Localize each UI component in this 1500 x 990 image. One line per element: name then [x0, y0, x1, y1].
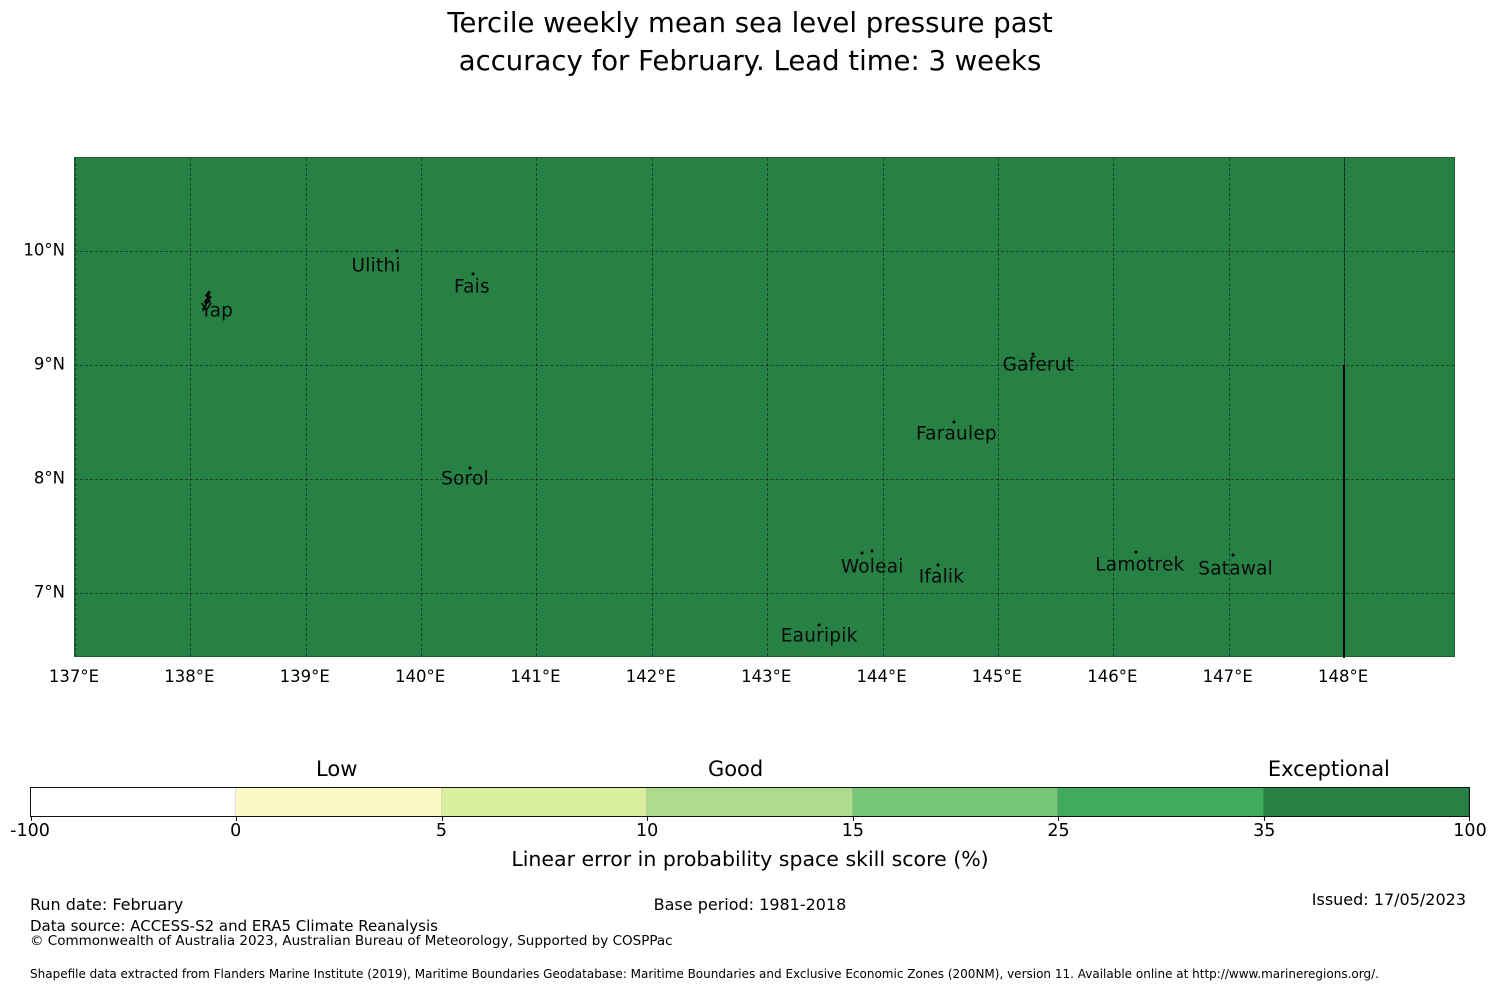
- gridline-latitude: [75, 593, 1454, 595]
- lon-tick-label: 144°E: [856, 667, 907, 686]
- colorbar-tick-mark: [647, 816, 649, 821]
- colorbar-tick-mark: [31, 816, 32, 821]
- footer-base-period: Base period: 1981-2018: [653, 895, 847, 914]
- colorbar-tick-label: 5: [435, 821, 447, 841]
- lon-tick-label: 138°E: [164, 667, 215, 686]
- colorbar-tick-label: -100: [10, 821, 50, 841]
- island-dot: [1231, 553, 1235, 557]
- chart-title-line1: Tercile weekly mean sea level pressure p…: [447, 7, 1053, 39]
- island-label: Sorol: [441, 468, 489, 490]
- map-canvas: Yap Ulithi Fais Sorol Gaferut Faraulep Woleai I…: [74, 157, 1455, 658]
- gridline-longitude: [190, 158, 192, 656]
- colorbar-tick-label: 35: [1253, 821, 1276, 841]
- gridline-longitude: [305, 158, 307, 656]
- gridline-longitude: [536, 158, 538, 656]
- colorbar-tick-label: 15: [841, 821, 864, 841]
- island-dot: [1134, 550, 1138, 554]
- footer-data-source: Data source: ACCESS-S2 and ERA5 Climate …: [30, 917, 438, 935]
- gridline-longitude: [75, 158, 76, 656]
- colorbar-axis-label: Linear error in probability space skill …: [511, 847, 989, 871]
- chart-title-line2: accuracy for February. Lead time: 3 week…: [458, 45, 1042, 77]
- lat-tick-label: 10°N: [23, 240, 65, 260]
- island-label: Lamotrek: [1095, 554, 1185, 576]
- colorbar-bar: [30, 787, 1470, 821]
- lon-tick-label: 142°E: [625, 667, 676, 686]
- island-dot: [870, 549, 874, 553]
- island-label: Fais: [453, 276, 490, 298]
- island-label: Faraulep: [916, 423, 997, 445]
- colorbar-tick-labels: -100 0 5 10 15 25 35 100: [10, 821, 1487, 845]
- island-dot: [395, 249, 399, 253]
- island-dot: [860, 551, 864, 555]
- eez-boundary-line-faint: [1344, 158, 1346, 366]
- gridline-longitude: [767, 158, 769, 656]
- lon-tick-label: 141°E: [510, 667, 561, 686]
- gridline-latitude: [75, 251, 1454, 253]
- colorbar-tick-mark: [236, 816, 238, 821]
- footer-run-date: Run date: February: [30, 895, 184, 914]
- colorbar-segment: [1058, 788, 1264, 816]
- colorbar-tick-mark: [1469, 816, 1470, 821]
- island-label: Gaferut: [1002, 354, 1075, 376]
- colorbar-tick-label: 25: [1047, 821, 1070, 841]
- gridline-longitude: [1113, 158, 1115, 656]
- lon-tick-label: 147°E: [1202, 667, 1253, 686]
- colorbar-tick-mark: [1263, 816, 1265, 821]
- island-dot: [1031, 352, 1035, 356]
- footer-shapefile-credit: Shapefile data extracted from Flanders M…: [30, 967, 1379, 981]
- island-dot: [936, 563, 940, 567]
- colorbar-category-label: Low: [316, 757, 358, 781]
- colorbar-category-labels: Low Good Exceptional: [30, 757, 1470, 785]
- island-dot: [471, 272, 475, 276]
- colorbar-tick-label: 0: [230, 821, 242, 841]
- lon-tick-label: 139°E: [279, 667, 330, 686]
- island-label: Yap: [200, 300, 234, 322]
- island-label: Ifalik: [918, 566, 965, 588]
- gridline-longitude: [651, 158, 653, 656]
- colorbar-segment: [236, 788, 442, 816]
- island-dot: [468, 466, 472, 470]
- island-label: Eauripik: [780, 625, 858, 647]
- gridline-longitude: [421, 158, 423, 656]
- lon-tick-label: 146°E: [1087, 667, 1138, 686]
- gridline-longitude: [997, 158, 999, 656]
- colorbar-segment: [1263, 788, 1469, 816]
- colorbar-tick-mark: [852, 816, 854, 821]
- lat-tick-label: 8°N: [33, 468, 65, 488]
- lon-tick-label: 140°E: [395, 667, 446, 686]
- colorbar-tick-mark: [441, 816, 443, 821]
- lon-tick-label: 137°E: [48, 667, 100, 686]
- colorbar-tick-label: 100: [1453, 821, 1487, 841]
- gridline-latitude: [75, 365, 1454, 367]
- gridline-latitude: [75, 479, 1454, 481]
- island-label: Satawal: [1198, 558, 1273, 580]
- island-dot: [952, 420, 956, 424]
- colorbar-segment: [647, 788, 853, 816]
- yap-island-shape: [199, 289, 215, 317]
- colorbar-segment: [441, 788, 648, 816]
- lat-tick-label: 9°N: [33, 354, 65, 374]
- gridline-longitude: [882, 158, 884, 656]
- colorbar-category-label: Exceptional: [1267, 757, 1390, 781]
- colorbar-tick-mark: [1058, 816, 1060, 821]
- lon-tick-label: 148°E: [1317, 667, 1369, 686]
- gridline-longitude: [1228, 158, 1230, 656]
- lon-tick-label: 143°E: [741, 667, 792, 686]
- colorbar-category-label: Good: [707, 757, 764, 781]
- island-label: Woleai: [840, 556, 904, 578]
- colorbar-segment: [31, 788, 237, 816]
- footer-issued-date: Issued: 17/05/2023: [1311, 890, 1466, 909]
- colorbar-segment: [852, 788, 1059, 816]
- island-label: Ulithi: [351, 255, 401, 277]
- lon-tick-label: 145°E: [971, 667, 1023, 686]
- island-dot: [817, 623, 821, 627]
- lat-tick-label: 7°N: [33, 582, 65, 602]
- eez-boundary-line: [1343, 365, 1346, 658]
- chart-title: Tercile weekly mean sea level pressure p…: [0, 4, 1500, 80]
- colorbar-tick-label: 10: [636, 821, 659, 841]
- footer-copyright: © Commonwealth of Australia 2023, Austra…: [30, 933, 673, 949]
